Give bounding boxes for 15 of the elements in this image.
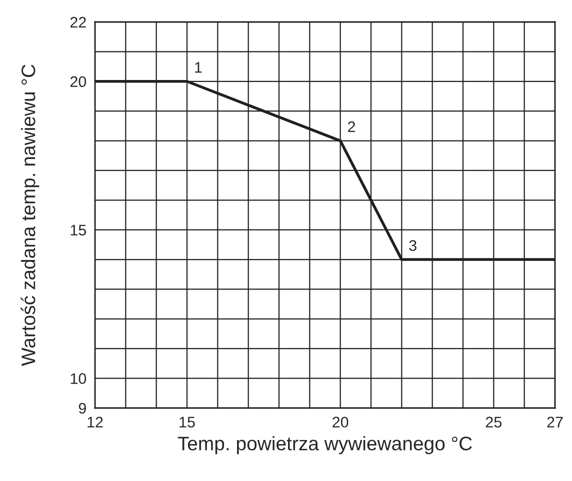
- annotation: 1: [195, 62, 202, 73]
- x-tick-label: 20: [332, 416, 348, 428]
- x-tick-label: 27: [547, 416, 563, 428]
- y-tick-label: 22: [70, 16, 86, 28]
- x-tick-label: 15: [180, 416, 195, 428]
- x-tick-label: 12: [88, 416, 103, 428]
- annotation: 2: [348, 121, 356, 132]
- annotation: 3: [409, 240, 416, 251]
- y-tick-label: 15: [70, 224, 86, 236]
- y-axis-title: Wartość zadana temp. nawiewu °C: [20, 64, 40, 366]
- x-axis-title: Temp. powietrza wywiewanego °C: [178, 436, 472, 454]
- y-tick-label: 10: [70, 373, 86, 384]
- x-tick-label: 25: [486, 416, 502, 428]
- y-tick-label: 9: [78, 402, 86, 414]
- y-tick-label: 20: [70, 76, 86, 88]
